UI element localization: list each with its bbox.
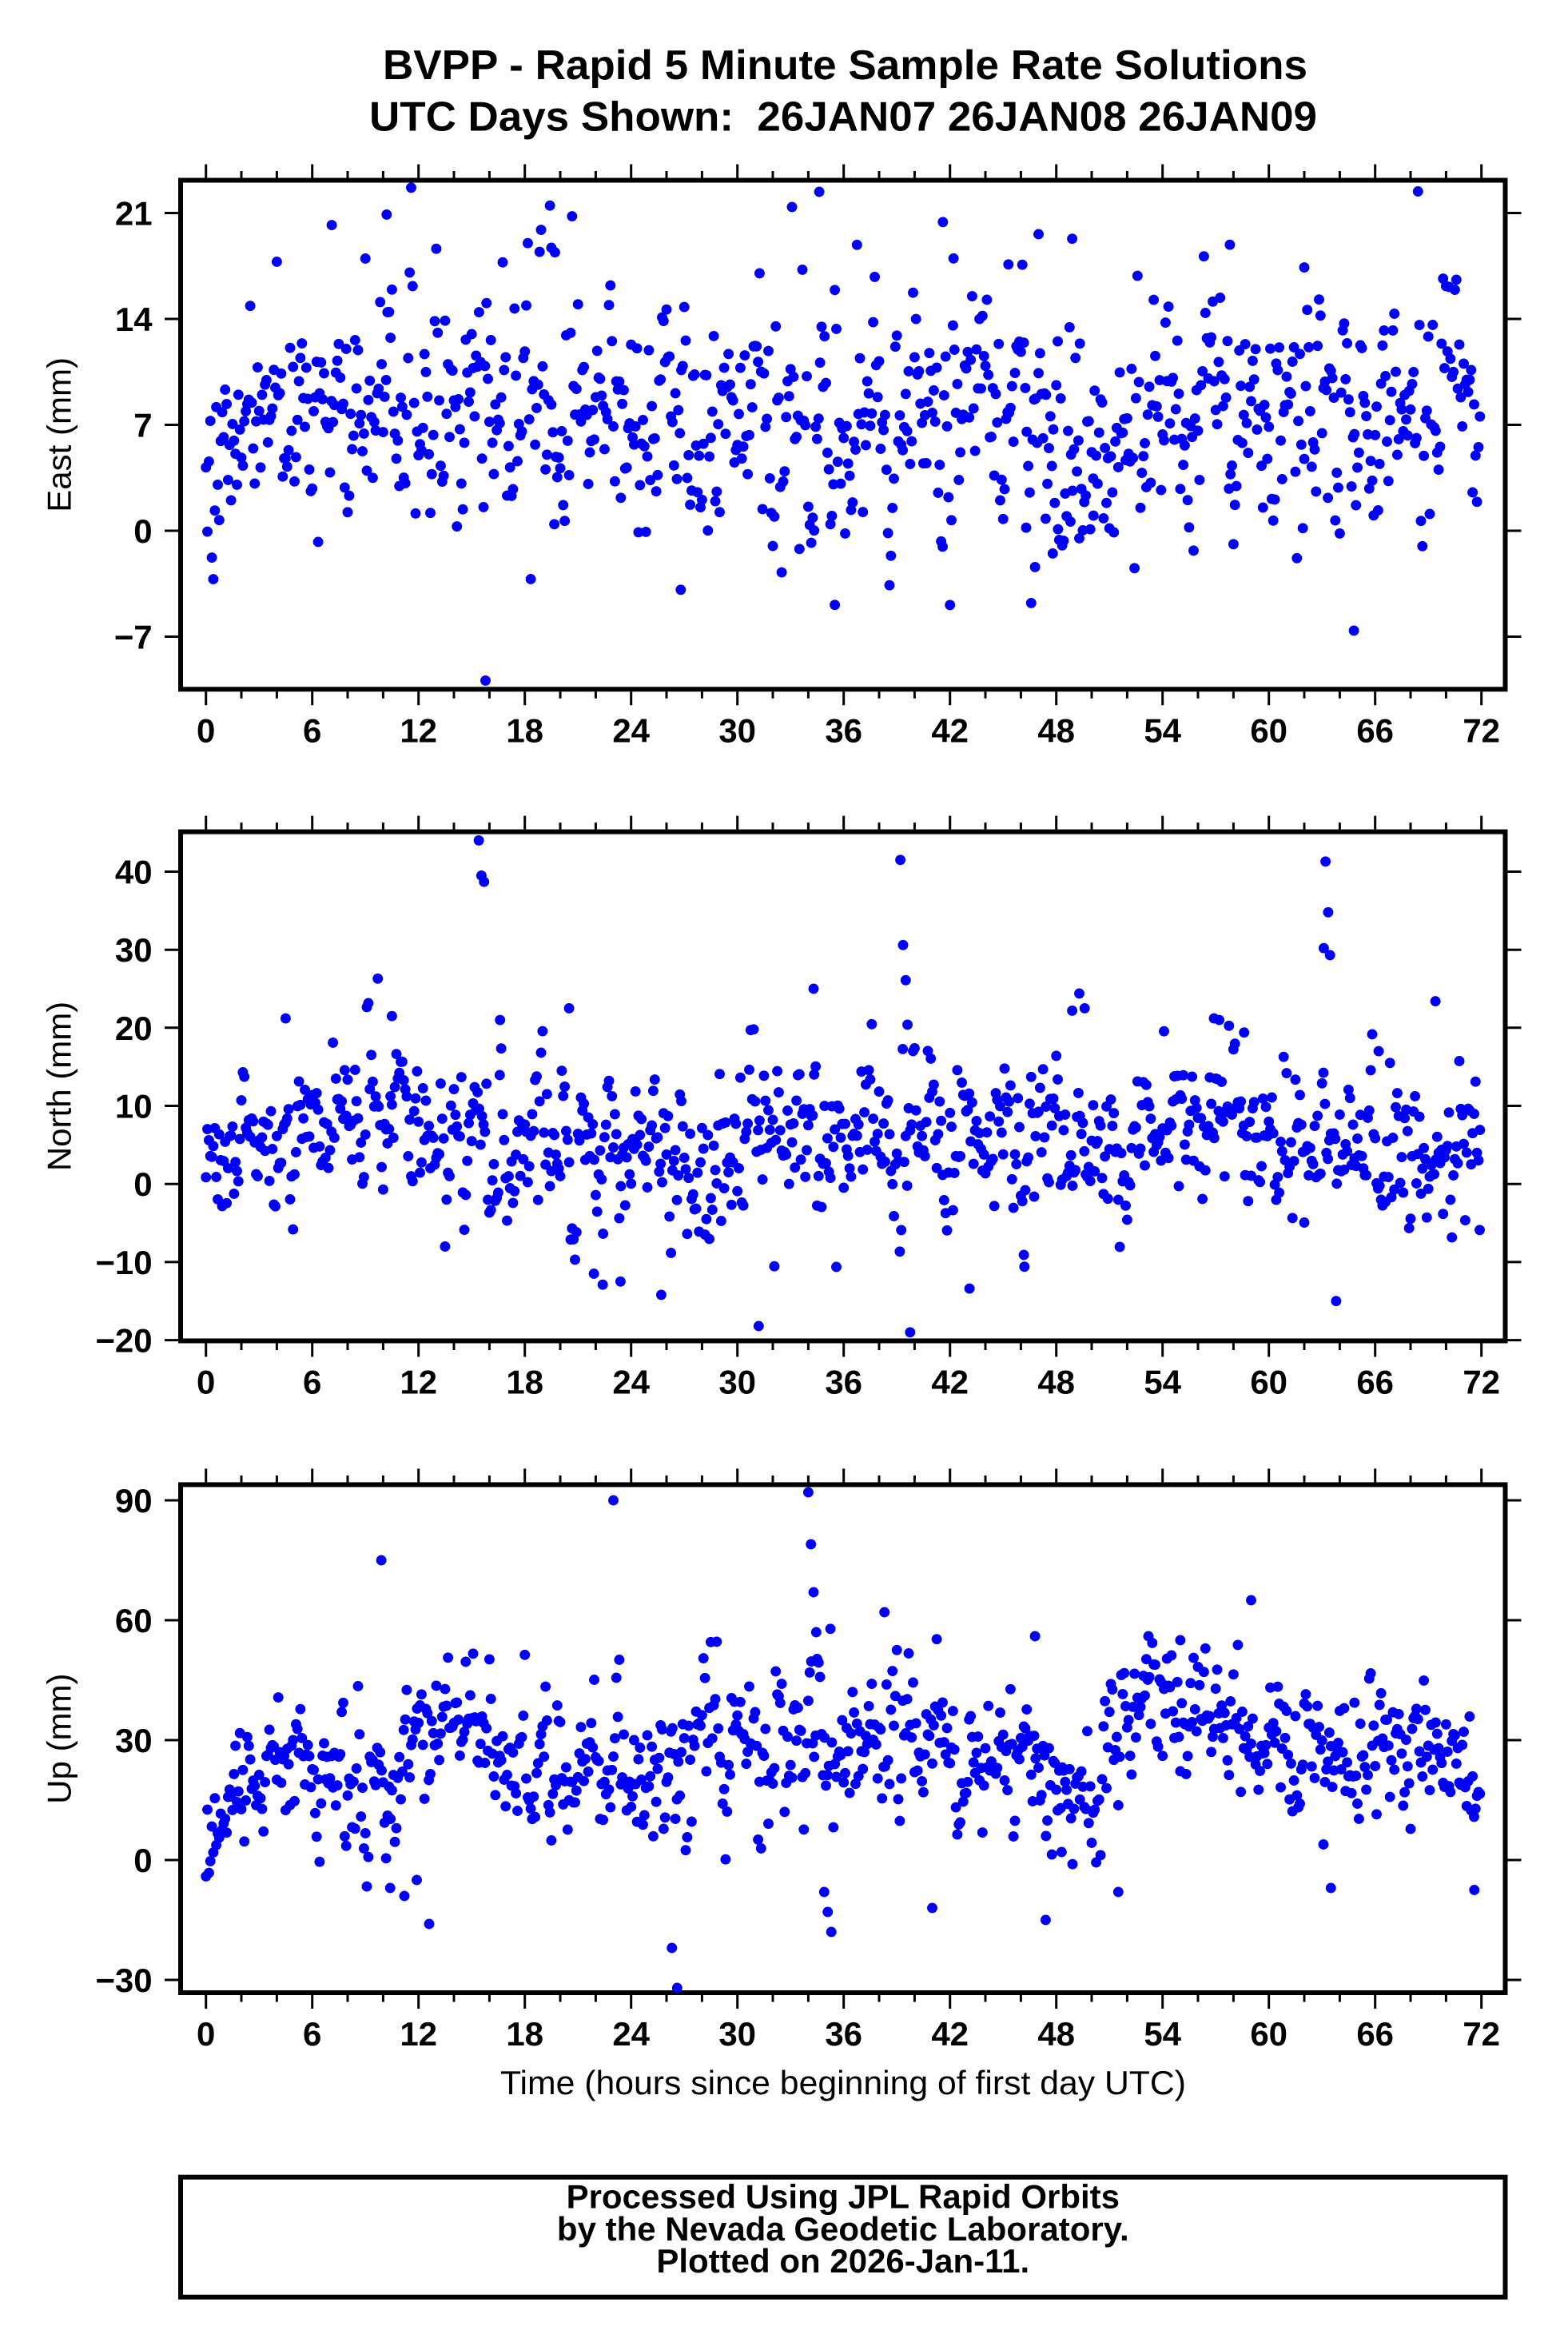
svg-text:30: 30 bbox=[718, 2015, 756, 2053]
svg-text:18: 18 bbox=[506, 2015, 543, 2053]
svg-text:12: 12 bbox=[400, 2015, 437, 2053]
svg-text:UTC Days Shown: 26JAN07 26JAN: UTC Days Shown: 26JAN07 26JAN08 26JAN09 bbox=[369, 94, 1317, 141]
svg-text:−20: −20 bbox=[95, 1322, 152, 1360]
svg-text:30: 30 bbox=[718, 1364, 756, 1401]
svg-text:90: 90 bbox=[115, 1482, 153, 1520]
svg-text:66: 66 bbox=[1356, 1364, 1394, 1401]
svg-text:30: 30 bbox=[115, 1722, 153, 1759]
svg-text:36: 36 bbox=[825, 711, 862, 749]
svg-text:0: 0 bbox=[197, 2015, 215, 2053]
svg-text:54: 54 bbox=[1144, 711, 1181, 749]
svg-text:0: 0 bbox=[133, 1842, 152, 1879]
svg-text:by the Nevada Geodetic Laborat: by the Nevada Geodetic Laboratory. bbox=[557, 2210, 1129, 2248]
svg-text:12: 12 bbox=[400, 711, 437, 749]
svg-text:21: 21 bbox=[115, 195, 153, 233]
svg-text:60: 60 bbox=[1250, 2015, 1287, 2053]
svg-text:Processed Using JPL Rapid Orbi: Processed Using JPL Rapid Orbits bbox=[567, 2178, 1120, 2216]
svg-text:42: 42 bbox=[931, 1364, 969, 1401]
svg-text:42: 42 bbox=[931, 711, 969, 749]
svg-text:6: 6 bbox=[303, 711, 321, 749]
svg-text:66: 66 bbox=[1356, 711, 1394, 749]
svg-text:Up (mm): Up (mm) bbox=[41, 1674, 78, 1804]
svg-text:12: 12 bbox=[400, 1364, 437, 1401]
svg-text:East (mm): East (mm) bbox=[41, 357, 78, 512]
svg-text:−7: −7 bbox=[114, 619, 153, 656]
svg-text:0: 0 bbox=[197, 1364, 215, 1401]
svg-text:7: 7 bbox=[133, 407, 152, 444]
svg-text:0: 0 bbox=[133, 1165, 152, 1203]
svg-text:54: 54 bbox=[1144, 2015, 1181, 2053]
svg-text:48: 48 bbox=[1037, 2015, 1075, 2053]
svg-text:6: 6 bbox=[303, 2015, 321, 2053]
svg-text:42: 42 bbox=[931, 2015, 969, 2053]
svg-text:24: 24 bbox=[612, 1364, 650, 1401]
svg-text:48: 48 bbox=[1037, 1364, 1075, 1401]
svg-text:48: 48 bbox=[1037, 711, 1075, 749]
svg-text:10: 10 bbox=[115, 1088, 153, 1125]
svg-text:60: 60 bbox=[1250, 711, 1287, 749]
svg-text:18: 18 bbox=[506, 1364, 543, 1401]
svg-text:72: 72 bbox=[1463, 2015, 1500, 2053]
svg-text:54: 54 bbox=[1144, 1364, 1181, 1401]
svg-text:North (mm): North (mm) bbox=[41, 1002, 78, 1171]
svg-text:40: 40 bbox=[115, 854, 153, 891]
svg-text:36: 36 bbox=[825, 1364, 862, 1401]
svg-text:60: 60 bbox=[115, 1602, 153, 1639]
svg-text:30: 30 bbox=[718, 711, 756, 749]
svg-text:72: 72 bbox=[1463, 1364, 1500, 1401]
svg-text:0: 0 bbox=[133, 512, 152, 550]
svg-text:30: 30 bbox=[115, 931, 153, 969]
svg-text:24: 24 bbox=[612, 711, 650, 749]
svg-text:6: 6 bbox=[303, 1364, 321, 1401]
svg-text:72: 72 bbox=[1463, 711, 1500, 749]
svg-text:20: 20 bbox=[115, 1010, 153, 1047]
svg-text:−30: −30 bbox=[95, 1962, 152, 1999]
svg-text:14: 14 bbox=[115, 301, 153, 338]
svg-text:24: 24 bbox=[612, 2015, 650, 2053]
svg-text:−10: −10 bbox=[95, 1244, 152, 1281]
svg-text:36: 36 bbox=[825, 2015, 862, 2053]
svg-text:66: 66 bbox=[1356, 2015, 1394, 2053]
svg-text:18: 18 bbox=[506, 711, 543, 749]
svg-text:Plotted on 2026-Jan-11.: Plotted on 2026-Jan-11. bbox=[656, 2242, 1029, 2280]
svg-text:60: 60 bbox=[1250, 1364, 1287, 1401]
svg-text:BVPP - Rapid 5 Minute Sample R: BVPP - Rapid 5 Minute Sample Rate Soluti… bbox=[383, 42, 1307, 89]
svg-text:0: 0 bbox=[197, 711, 215, 749]
svg-text:Time (hours since beginning of: Time (hours since beginning of first day… bbox=[500, 2064, 1186, 2101]
